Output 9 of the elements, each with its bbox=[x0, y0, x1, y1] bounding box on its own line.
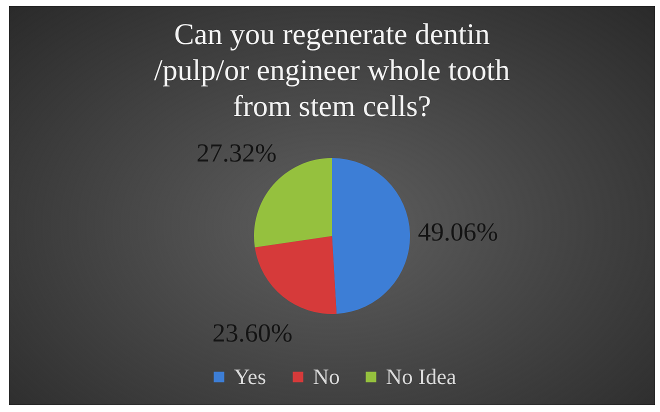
legend-label: Yes bbox=[234, 364, 266, 389]
legend-label: No Idea bbox=[386, 364, 456, 389]
legend-label: No bbox=[313, 364, 340, 389]
data-label: 23.60% bbox=[212, 318, 293, 348]
pie-slice bbox=[332, 158, 410, 314]
data-label: 27.32% bbox=[196, 138, 277, 168]
chart-title: Can you regenerate dentin /pulp/or engineer whole tooth from stem cells? bbox=[154, 18, 510, 123]
pie-slice bbox=[254, 236, 337, 314]
data-label: 49.06% bbox=[418, 217, 498, 246]
